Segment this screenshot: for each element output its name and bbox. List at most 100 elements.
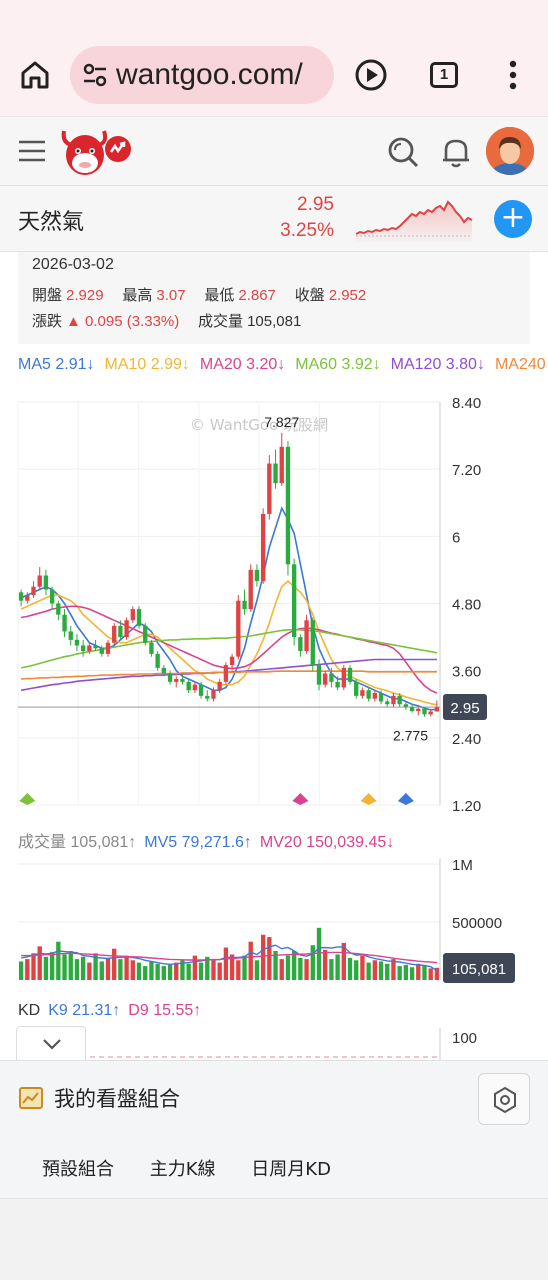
candle-body bbox=[335, 681, 340, 688]
candle-body bbox=[68, 631, 73, 640]
candle-body bbox=[124, 620, 129, 638]
kd-legend: KD K9 21.31↑ D9 15.55↑ bbox=[18, 1002, 209, 1020]
price-chart[interactable]: 8.40 7.20 6 4.80 3.60 2.40 1.20 © WantGoo 玩股網 2.… bbox=[0, 252, 548, 1060]
volume-bar bbox=[434, 967, 440, 980]
candle-body bbox=[329, 673, 334, 682]
volume-bar bbox=[37, 946, 42, 980]
volume-bar bbox=[360, 955, 365, 980]
candle-body bbox=[136, 609, 142, 626]
candle-body bbox=[112, 625, 117, 643]
chevron-down-icon bbox=[43, 1039, 61, 1050]
volume-bar bbox=[236, 960, 241, 980]
ohlc-row: 開盤 2.929 最高 3.07 最低 2.867 收盤 2.952 bbox=[32, 284, 380, 305]
browser-toolbar: wantgoo.com/ 1 bbox=[0, 0, 548, 116]
sparkline-chart[interactable] bbox=[354, 196, 476, 244]
volume-legend-item-1: MV5 79,271.6↑ bbox=[144, 834, 252, 851]
volume-y-tick-label: 500000 bbox=[452, 915, 502, 932]
kd-legend-item-1: K9 21.31↑ bbox=[48, 1002, 121, 1019]
candle-body bbox=[360, 690, 365, 696]
avatar[interactable] bbox=[486, 127, 534, 175]
volume-bar bbox=[25, 959, 30, 980]
hamburger-icon[interactable] bbox=[18, 139, 46, 163]
candle-body bbox=[161, 667, 167, 674]
tab-main-kline[interactable]: 主力K線 bbox=[149, 1159, 216, 1180]
watchlist-panel: 我的看盤組合 預設組合 主力K線 日周月KD bbox=[0, 1060, 548, 1198]
candle-body bbox=[285, 446, 291, 565]
volume-value: 105,081 bbox=[247, 313, 302, 330]
signal-marker bbox=[360, 793, 377, 801]
bell-icon[interactable] bbox=[440, 135, 472, 169]
candle-body bbox=[298, 637, 303, 652]
ma-legend-item-3: MA60 3.92↓ bbox=[295, 356, 381, 373]
candle-body bbox=[192, 684, 198, 691]
volume-bar bbox=[87, 962, 92, 980]
y-tick-label: 2.40 bbox=[452, 731, 481, 748]
candle-body bbox=[80, 645, 86, 652]
volume-legend-item-0: 成交量 105,081↑ bbox=[18, 834, 137, 851]
tab-switcher-icon[interactable]: 1 bbox=[430, 62, 458, 88]
candle-body bbox=[267, 463, 272, 514]
candle-body bbox=[18, 592, 24, 601]
candle-body bbox=[248, 569, 253, 610]
volume-bar bbox=[248, 941, 253, 980]
collapse-button[interactable] bbox=[16, 1026, 86, 1060]
volume-bar bbox=[329, 959, 334, 980]
candle-body bbox=[62, 614, 67, 632]
volume-bar bbox=[335, 954, 340, 980]
candle-body bbox=[323, 673, 328, 685]
volume-bar bbox=[43, 956, 49, 980]
wantgoo-logo[interactable] bbox=[60, 125, 136, 183]
volume-line-mv5 bbox=[20, 944, 438, 972]
change-percent: 3.25% bbox=[280, 220, 334, 241]
change-row: 漲跌 ▲ 0.095 (3.33%) 成交量 105,081 bbox=[32, 310, 315, 331]
volume-bar bbox=[391, 959, 396, 980]
hexagon-settings-icon bbox=[494, 1086, 516, 1114]
candle-body bbox=[25, 595, 30, 601]
volume-bar bbox=[174, 962, 179, 980]
home-icon[interactable] bbox=[18, 58, 52, 92]
site-settings-icon[interactable] bbox=[82, 62, 108, 88]
url-text[interactable]: wantgoo.com/ bbox=[116, 58, 303, 91]
candle-body bbox=[180, 679, 185, 682]
candle-body bbox=[49, 589, 55, 604]
y-tick-label: 8.40 bbox=[452, 395, 481, 412]
volume-bar bbox=[254, 960, 260, 980]
ma-line-ma10 bbox=[20, 580, 438, 706]
candle-body bbox=[186, 681, 191, 691]
candle-body bbox=[217, 681, 222, 691]
volume-bar bbox=[31, 953, 36, 980]
volume-bar bbox=[161, 966, 167, 980]
y-tick-label: 6 bbox=[452, 529, 460, 546]
open-label: 開盤 bbox=[32, 286, 63, 304]
candle-body bbox=[304, 620, 309, 652]
candle-body bbox=[254, 569, 260, 582]
volume-bar bbox=[211, 960, 216, 980]
candle-body bbox=[434, 707, 440, 712]
add-watchlist-button[interactable]: + bbox=[494, 200, 532, 238]
tab-default-combo[interactable]: 預設組合 bbox=[42, 1159, 114, 1180]
volume-bar bbox=[285, 955, 291, 980]
candle-body bbox=[422, 708, 427, 715]
volume-bar bbox=[385, 963, 390, 980]
instrument-name[interactable]: 天然氣 bbox=[18, 210, 85, 235]
candle-body bbox=[149, 642, 154, 654]
volume-bar bbox=[347, 957, 353, 980]
address-bar[interactable]: wantgoo.com/ bbox=[70, 46, 334, 104]
candle-body bbox=[316, 665, 322, 685]
candle-body bbox=[99, 648, 104, 654]
tab-dwm-kd[interactable]: 日周月KD bbox=[251, 1159, 331, 1180]
high-value: 3.07 bbox=[156, 287, 186, 304]
settings-button[interactable] bbox=[478, 1073, 530, 1125]
volume-bar bbox=[316, 927, 322, 980]
volume-bar bbox=[155, 963, 160, 980]
volume-legend: 成交量 105,081↑ MV5 79,271.6↑ MV20 150,039.45… bbox=[18, 828, 402, 852]
candle-body bbox=[130, 609, 135, 621]
volume-bar bbox=[428, 968, 433, 980]
more-vert-icon[interactable] bbox=[504, 58, 522, 92]
play-icon[interactable] bbox=[354, 58, 388, 92]
watchlist-tabs: 預設組合 主力K線 日周月KD bbox=[42, 1155, 361, 1181]
volume-bar bbox=[372, 960, 378, 980]
volume-line-mv20 bbox=[21, 951, 437, 964]
search-icon[interactable] bbox=[386, 135, 420, 169]
volume-legend-item-2: MV20 150,039.45↓ bbox=[259, 834, 395, 851]
